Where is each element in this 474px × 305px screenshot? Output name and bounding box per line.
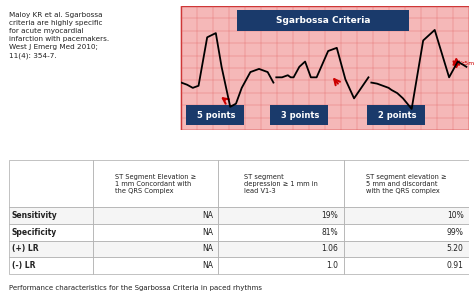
Bar bbox=[186, 105, 244, 125]
Bar bbox=[93, 257, 219, 274]
Text: Sensitivity: Sensitivity bbox=[12, 211, 57, 220]
Text: 2 points: 2 points bbox=[378, 111, 417, 120]
Text: ST Segment Elevation ≥
1 mm Concordant with
the QRS Complex: ST Segment Elevation ≥ 1 mm Concordant w… bbox=[115, 174, 196, 194]
Bar bbox=[344, 224, 469, 241]
Text: Performance characteristics for the Sgarbossa Criteria in paced rhythms: Performance characteristics for the Sgar… bbox=[9, 285, 263, 291]
Bar bbox=[237, 10, 409, 31]
Text: ST segment
depression ≥ 1 mm in
lead V1-3: ST segment depression ≥ 1 mm in lead V1-… bbox=[244, 174, 318, 194]
Text: 0.91: 0.91 bbox=[447, 261, 464, 270]
Bar bbox=[9, 257, 93, 274]
Bar bbox=[93, 207, 219, 224]
Bar bbox=[9, 160, 93, 207]
Bar bbox=[270, 105, 328, 125]
Bar bbox=[93, 241, 219, 257]
Bar bbox=[93, 224, 219, 241]
Text: 81%: 81% bbox=[322, 228, 338, 237]
Text: Sgarbossa Criteria: Sgarbossa Criteria bbox=[276, 16, 370, 25]
Text: NA: NA bbox=[202, 211, 213, 220]
Text: ST segment elevation ≥
5 mm and discordant
with the QRS complex: ST segment elevation ≥ 5 mm and discorda… bbox=[366, 174, 447, 194]
Bar bbox=[9, 224, 93, 241]
Text: 1.06: 1.06 bbox=[321, 244, 338, 253]
Bar bbox=[9, 241, 93, 257]
Bar bbox=[219, 241, 344, 257]
Text: 5.20: 5.20 bbox=[447, 244, 464, 253]
Bar bbox=[219, 160, 344, 207]
Bar bbox=[93, 160, 219, 207]
Text: 5 points: 5 points bbox=[197, 111, 236, 120]
Bar bbox=[344, 257, 469, 274]
Text: 19%: 19% bbox=[321, 211, 338, 220]
Bar bbox=[367, 105, 425, 125]
Text: NA: NA bbox=[202, 261, 213, 270]
Bar bbox=[344, 241, 469, 257]
Text: (-) LR: (-) LR bbox=[12, 261, 35, 270]
Text: Specificity: Specificity bbox=[12, 228, 57, 237]
Text: 10%: 10% bbox=[447, 211, 464, 220]
Bar bbox=[344, 207, 469, 224]
Bar bbox=[181, 6, 469, 130]
Text: NA: NA bbox=[202, 244, 213, 253]
Text: NA: NA bbox=[202, 228, 213, 237]
Text: Maloy KR et al. Sgarbossa
criteria are highly specific
for acute myocardial
infa: Maloy KR et al. Sgarbossa criteria are h… bbox=[9, 12, 109, 59]
Bar bbox=[9, 207, 93, 224]
Bar bbox=[344, 160, 469, 207]
Text: 1.0: 1.0 bbox=[326, 261, 338, 270]
Text: ≥5mm: ≥5mm bbox=[460, 61, 474, 66]
Bar bbox=[219, 257, 344, 274]
Bar bbox=[219, 207, 344, 224]
Bar bbox=[219, 224, 344, 241]
Text: 3 points: 3 points bbox=[281, 111, 319, 120]
Text: 99%: 99% bbox=[447, 228, 464, 237]
Text: (+) LR: (+) LR bbox=[12, 244, 38, 253]
